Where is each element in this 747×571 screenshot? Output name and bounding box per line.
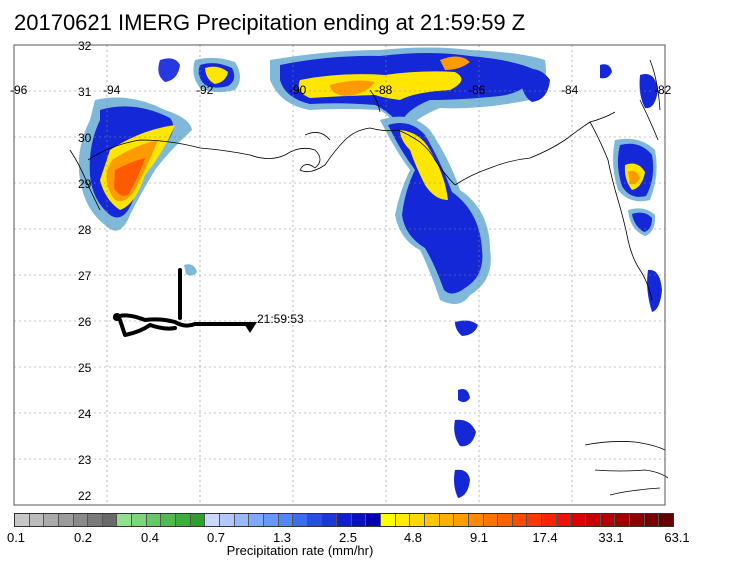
- colorbar-tick: 9.1: [469, 530, 489, 545]
- colorbar-title: Precipitation rate (mm/hr): [226, 543, 374, 558]
- graticule: [14, 45, 665, 505]
- colorbar-swatch: [132, 514, 147, 526]
- colorbar-swatch: [161, 514, 177, 526]
- colorbar-swatch: [263, 514, 279, 526]
- lat-label: 24: [78, 407, 92, 421]
- colorbar-tick: 0.2: [73, 530, 93, 545]
- precip-cluster-central: [184, 116, 491, 498]
- lon-label: -88: [375, 83, 393, 97]
- colorbar-swatch: [629, 514, 645, 526]
- colorbar-tick: 63.1: [664, 530, 690, 545]
- colorbar-swatch: [337, 514, 352, 526]
- precip-cluster-west: [78, 58, 192, 231]
- colorbar-tick: 4.8: [403, 530, 423, 545]
- colorbar-swatch: [366, 514, 382, 526]
- colorbar-swatch: [307, 514, 323, 526]
- colorbar-swatch: [73, 514, 89, 526]
- colorbar-tick: 33.1: [598, 530, 624, 545]
- colorbar-swatch: [88, 514, 103, 526]
- lon-label: -96: [10, 83, 28, 97]
- colorbar-swatch: [468, 514, 484, 526]
- colorbar-swatch: [512, 514, 528, 526]
- colorbar-swatch: [483, 514, 499, 526]
- colorbar-swatch: [410, 514, 425, 526]
- lon-label: -94: [103, 83, 121, 97]
- colorbar-swatch: [278, 514, 294, 526]
- colorbar-swatch: [659, 514, 673, 526]
- flight-track: 21:59:53: [113, 268, 304, 337]
- lat-label: 32: [78, 39, 92, 53]
- colorbar-tick: 0.1: [6, 530, 26, 545]
- colorbar: [14, 513, 674, 527]
- track-end-marker: [243, 322, 257, 333]
- lat-label: 29: [78, 177, 92, 191]
- colorbar-swatch: [571, 514, 586, 526]
- lon-label: -92: [196, 83, 214, 97]
- longitude-labels: -96 -94 -92 -90 -88 -86 -84 -82: [10, 83, 672, 97]
- colorbar-swatch: [29, 514, 45, 526]
- colorbar-swatch: [381, 514, 396, 526]
- colorbar-swatch: [585, 514, 601, 526]
- colorbar-swatch: [454, 514, 469, 526]
- lat-label: 31: [78, 85, 92, 99]
- lat-label: 22: [78, 489, 92, 503]
- colorbar-swatch: [176, 514, 191, 526]
- colorbar-swatch: [556, 514, 572, 526]
- colorbar-tick: 17.4: [532, 530, 558, 545]
- precip-cluster-north: [193, 47, 546, 135]
- colorbar-tick: 0.4: [140, 530, 160, 545]
- colorbar-swatch: [205, 514, 220, 526]
- lon-label: -86: [468, 83, 486, 97]
- lon-label: -82: [654, 83, 672, 97]
- colorbar-swatch: [424, 514, 440, 526]
- colorbar-swatch: [322, 514, 338, 526]
- colorbar-swatch: [600, 514, 616, 526]
- colorbar-swatch: [15, 514, 30, 526]
- colorbar-swatch: [117, 514, 133, 526]
- colorbar-swatch: [219, 514, 235, 526]
- colorbar-swatch: [395, 514, 411, 526]
- lon-label: -84: [561, 83, 579, 97]
- colorbar-swatch: [190, 514, 206, 526]
- latitude-labels: 32 31 30 29 28 27 26 25 24 23 22: [78, 39, 92, 503]
- colorbar-tick: 0.7: [206, 530, 226, 545]
- colorbar-swatch: [234, 514, 250, 526]
- colorbar-swatch: [146, 514, 162, 526]
- coastlines: [69, 59, 669, 496]
- map-frame: [13, 44, 666, 506]
- colorbar-swatch: [249, 514, 264, 526]
- colorbar-swatch: [542, 514, 557, 526]
- lat-label: 26: [78, 315, 92, 329]
- colorbar-swatch: [498, 514, 513, 526]
- lon-label: -90: [289, 83, 307, 97]
- precip-layer: [78, 47, 662, 498]
- colorbar-swatch: [644, 514, 660, 526]
- lat-label: 30: [78, 131, 92, 145]
- colorbar-swatch: [527, 514, 543, 526]
- colorbar-swatch: [102, 514, 118, 526]
- colorbar-swatch: [44, 514, 59, 526]
- colorbar-tick: 2.5: [338, 530, 358, 545]
- colorbar-swatch: [293, 514, 308, 526]
- precip-cluster-east: [520, 64, 662, 312]
- lat-label: 28: [78, 223, 92, 237]
- colorbar-tick: 1.3: [272, 530, 292, 545]
- lat-label: 27: [78, 269, 92, 283]
- track-end-time: 21:59:53: [257, 312, 304, 326]
- colorbar-swatch: [351, 514, 367, 526]
- map-title: 20170621 IMERG Precipitation ending at 2…: [14, 10, 526, 35]
- colorbar-swatch: [58, 514, 74, 526]
- colorbar-swatch: [439, 514, 455, 526]
- lat-label: 25: [78, 361, 92, 375]
- colorbar-swatch: [615, 514, 630, 526]
- lat-label: 23: [78, 453, 92, 467]
